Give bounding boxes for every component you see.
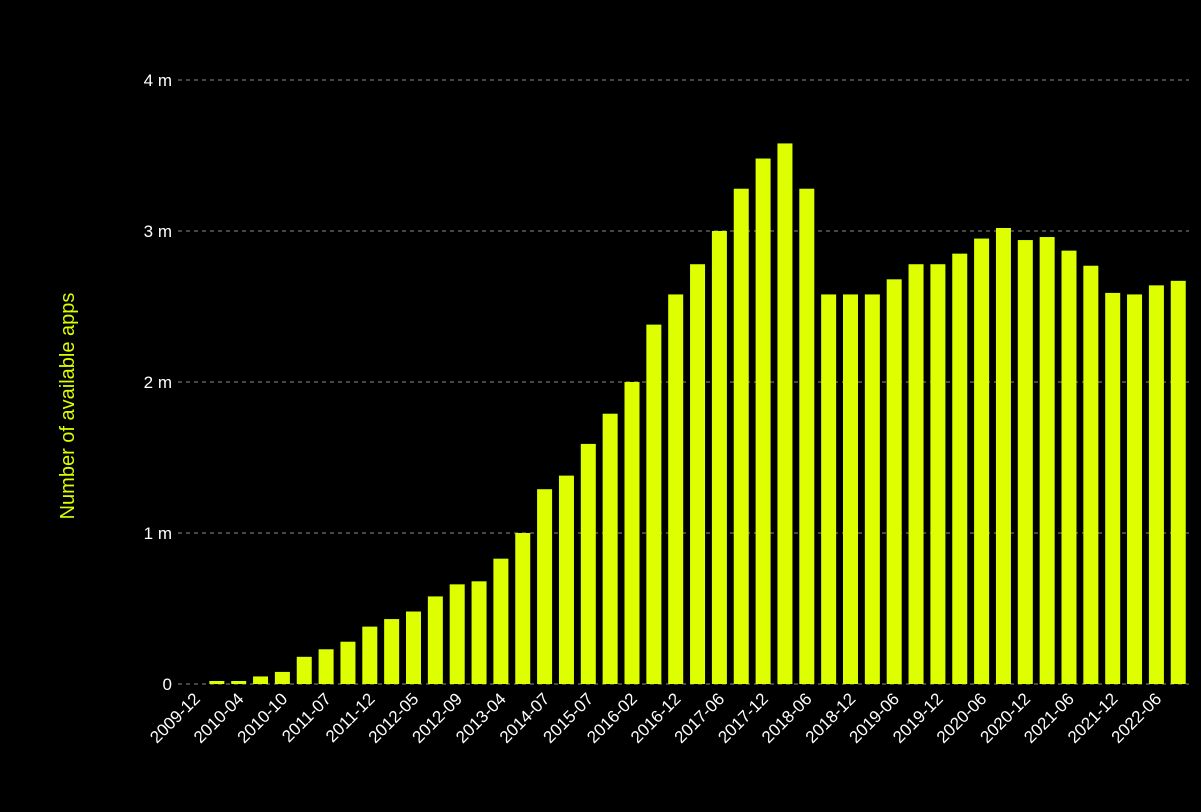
bar	[843, 294, 858, 684]
bar	[952, 253, 968, 684]
bar	[253, 676, 269, 684]
bar	[755, 158, 771, 684]
bar	[537, 489, 553, 684]
bar	[668, 294, 684, 684]
bar	[974, 238, 990, 685]
y-tick-label: 3 m	[144, 222, 172, 241]
bar	[799, 188, 815, 684]
bar	[1170, 280, 1186, 684]
bar	[886, 279, 902, 684]
bar	[624, 382, 640, 684]
bars-group	[209, 143, 1186, 685]
bar	[449, 584, 465, 684]
bar	[995, 227, 1011, 685]
bar	[362, 626, 378, 684]
bar	[274, 671, 290, 684]
bar	[646, 324, 662, 684]
bar	[471, 581, 487, 684]
bar	[209, 680, 225, 684]
bar	[296, 656, 312, 684]
bar	[318, 649, 334, 684]
bar	[493, 558, 509, 684]
y-tick-label: 2 m	[144, 373, 172, 392]
bar	[406, 611, 421, 684]
bar	[908, 264, 924, 684]
bar	[821, 294, 837, 684]
bar	[580, 443, 596, 684]
bar	[1148, 285, 1164, 684]
bar	[384, 619, 400, 684]
bar	[515, 533, 531, 684]
bar	[1083, 265, 1099, 684]
bar	[1127, 294, 1143, 684]
bar	[340, 641, 356, 684]
bar	[733, 188, 749, 684]
y-tick-label: 4 m	[144, 71, 172, 90]
bar	[1039, 237, 1055, 685]
bar	[558, 475, 574, 684]
bar	[1017, 240, 1033, 684]
bar	[602, 413, 618, 684]
bar	[690, 264, 706, 684]
y-tick-labels: 0 1 m 2 m 3 m 4 m	[144, 71, 172, 694]
bar	[1061, 250, 1077, 684]
bar	[864, 294, 880, 684]
bar	[777, 143, 793, 685]
bar	[231, 680, 247, 684]
bar	[711, 231, 727, 684]
y-tick-label: 0	[163, 675, 172, 694]
bar	[1105, 292, 1121, 684]
bar	[930, 264, 946, 684]
bar	[427, 596, 443, 684]
y-tick-label: 1 m	[144, 524, 172, 543]
y-axis-label: Number of available apps	[57, 293, 79, 520]
